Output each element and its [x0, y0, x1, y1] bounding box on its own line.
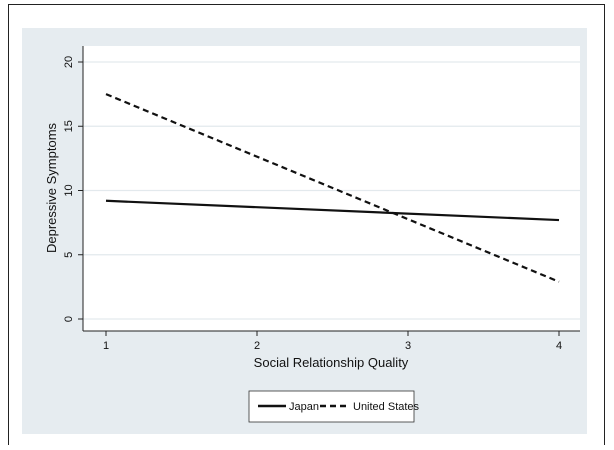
x-axis-title: Social Relationship Quality: [254, 355, 409, 370]
x-tick-label-1: 1: [103, 340, 109, 352]
axes-layer: 0 5 10 15 20 1 2 3 4: [63, 46, 580, 352]
x-tick-label-3: 3: [405, 340, 411, 352]
y-tick-label-20: 20: [63, 56, 75, 68]
y-tick-label-5: 5: [63, 252, 75, 258]
x-tick-label-2: 2: [254, 340, 260, 352]
y-tick-label-10: 10: [63, 184, 75, 196]
legend-label-japan: Japan: [289, 401, 319, 413]
series-line-japan: [105, 199, 560, 222]
series-line-united-states: [105, 93, 560, 283]
series-layer: [105, 93, 560, 283]
figure-frame: [8, 4, 605, 445]
grid-layer: [83, 61, 580, 320]
legend: Japan United States: [248, 390, 420, 423]
y-axis-title: Depressive Symptoms: [44, 122, 59, 253]
legend-label-united-states: United States: [353, 401, 420, 413]
y-tick-label-15: 15: [63, 120, 75, 132]
y-tick-label-0: 0: [63, 316, 75, 322]
x-tick-label-4: 4: [556, 340, 562, 352]
